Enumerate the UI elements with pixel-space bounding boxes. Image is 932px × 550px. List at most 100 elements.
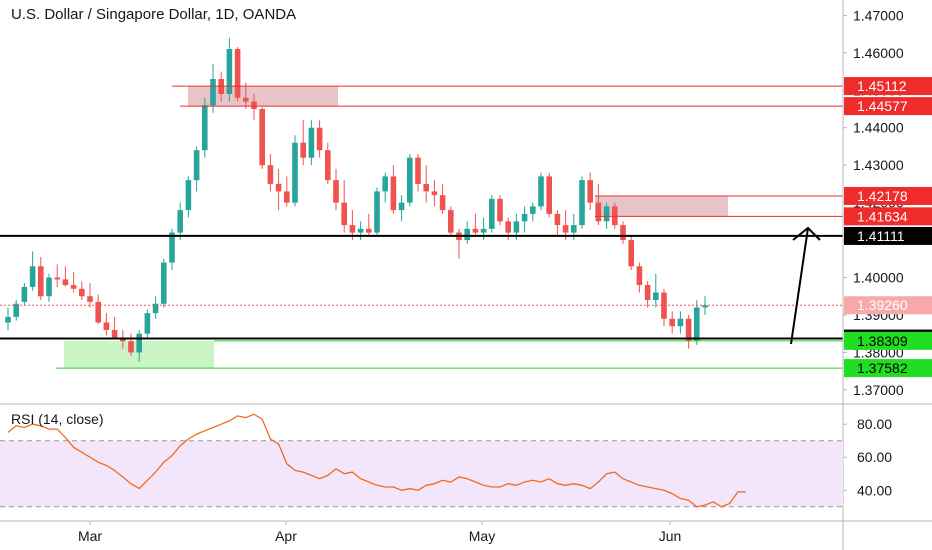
rsi-line xyxy=(7,413,746,508)
candle-body xyxy=(177,210,183,233)
candle-body xyxy=(694,307,700,342)
candle-body xyxy=(111,329,118,338)
candle-body xyxy=(653,292,659,301)
candle-body xyxy=(497,198,503,222)
candle-body xyxy=(29,266,36,287)
time-tick-label: May xyxy=(469,528,495,544)
rsi-tick-label: 60.00 xyxy=(857,449,892,465)
candle-body xyxy=(415,157,421,184)
candle-body xyxy=(439,195,446,211)
price-candles xyxy=(5,37,708,362)
price-tick-label: 1.44000 xyxy=(853,120,904,136)
candle-body xyxy=(275,183,282,192)
key-level-price-badge xyxy=(844,226,932,245)
candle-body xyxy=(538,176,544,207)
candle-body xyxy=(530,206,536,214)
candle-body xyxy=(431,191,438,196)
candle-body xyxy=(423,183,429,192)
candle-body xyxy=(79,288,85,297)
candle-body xyxy=(546,176,552,214)
candle-body xyxy=(480,228,487,233)
candle-body xyxy=(161,262,167,304)
red-zone xyxy=(595,195,728,217)
resistance-price-badge-text: 1.41634 xyxy=(857,208,908,224)
candle-body xyxy=(390,176,397,211)
candle-body xyxy=(144,313,151,334)
candle-body xyxy=(677,318,684,327)
candle-body xyxy=(333,180,339,203)
candle-body xyxy=(308,127,315,158)
candle-body xyxy=(251,101,257,109)
candle-body xyxy=(464,228,470,241)
candle-body xyxy=(357,228,364,233)
resistance-price-badge xyxy=(844,207,932,226)
price-tick-label: 1.46000 xyxy=(853,45,904,61)
rsi-title: RSI (14, close) xyxy=(11,411,104,427)
candle-body xyxy=(267,165,274,184)
projection-arrow xyxy=(790,226,821,345)
candle-body xyxy=(407,157,413,203)
candle-body xyxy=(193,150,200,181)
candle-body xyxy=(702,305,708,308)
candle-body xyxy=(562,225,569,233)
time-tick-label: Apr xyxy=(275,528,297,544)
candle-body xyxy=(472,228,479,233)
candle-body xyxy=(21,286,28,302)
candle-body xyxy=(579,180,585,226)
support-price-badge xyxy=(844,331,932,350)
candle-body xyxy=(13,303,19,317)
red-zone xyxy=(188,86,338,107)
candle-body xyxy=(103,322,110,330)
price-labels: 1.45112 1.44577 1.42178 1.41634 1.41111 1.392… xyxy=(844,77,932,378)
candle-body xyxy=(382,176,388,192)
support-price-badge-text: 1.38309 xyxy=(857,333,908,349)
candle-body xyxy=(341,202,347,226)
candle-body xyxy=(284,191,290,203)
candle-body xyxy=(87,296,93,302)
candle-body xyxy=(505,221,511,233)
candle-body xyxy=(292,142,298,203)
candle-body xyxy=(38,266,44,297)
resistance-price-badge xyxy=(844,77,932,96)
last-price-badge-text: 1.39260 xyxy=(857,297,908,313)
candle-body xyxy=(95,301,101,323)
candle-body xyxy=(620,225,626,241)
candle-body xyxy=(612,206,618,226)
candle-body xyxy=(243,97,249,102)
candle-body xyxy=(685,318,692,342)
candle-body xyxy=(489,198,495,229)
support-price-badge xyxy=(844,359,932,378)
candle-body xyxy=(374,191,380,233)
candle-body xyxy=(5,316,11,323)
candle-body xyxy=(62,279,69,286)
candle-body xyxy=(54,277,60,280)
last-price-badge xyxy=(844,296,932,315)
candle-body xyxy=(554,213,561,226)
candle-body xyxy=(513,221,520,233)
resistance-price-badge-text: 1.42178 xyxy=(857,188,908,204)
candle-body xyxy=(571,225,577,233)
rsi-tick-label: 40.00 xyxy=(857,482,892,498)
candle-body xyxy=(46,277,52,297)
candle-body xyxy=(669,318,675,327)
candle-body xyxy=(316,127,323,151)
candle-body xyxy=(636,266,643,286)
resistance-price-badge xyxy=(844,97,932,116)
support-price-badge-text: 1.37582 xyxy=(857,360,908,376)
time-tick-label: Jun xyxy=(659,528,682,544)
candle-body xyxy=(521,213,528,222)
candle-body xyxy=(234,49,241,98)
candle-body xyxy=(70,285,77,289)
rsi-band xyxy=(0,440,843,507)
rsi-pane: 40.00 60.00 80.00 xyxy=(0,413,892,508)
candle-body xyxy=(587,180,593,203)
candle-body xyxy=(128,341,134,353)
candle-body xyxy=(628,240,634,267)
candle-body xyxy=(603,206,610,222)
candle-body xyxy=(366,228,372,233)
resistance-price-badge xyxy=(844,186,932,205)
candle-body xyxy=(152,303,159,314)
candle-body xyxy=(448,210,454,233)
price-tick-label: 1.40000 xyxy=(853,270,904,286)
candle-body xyxy=(169,232,175,263)
